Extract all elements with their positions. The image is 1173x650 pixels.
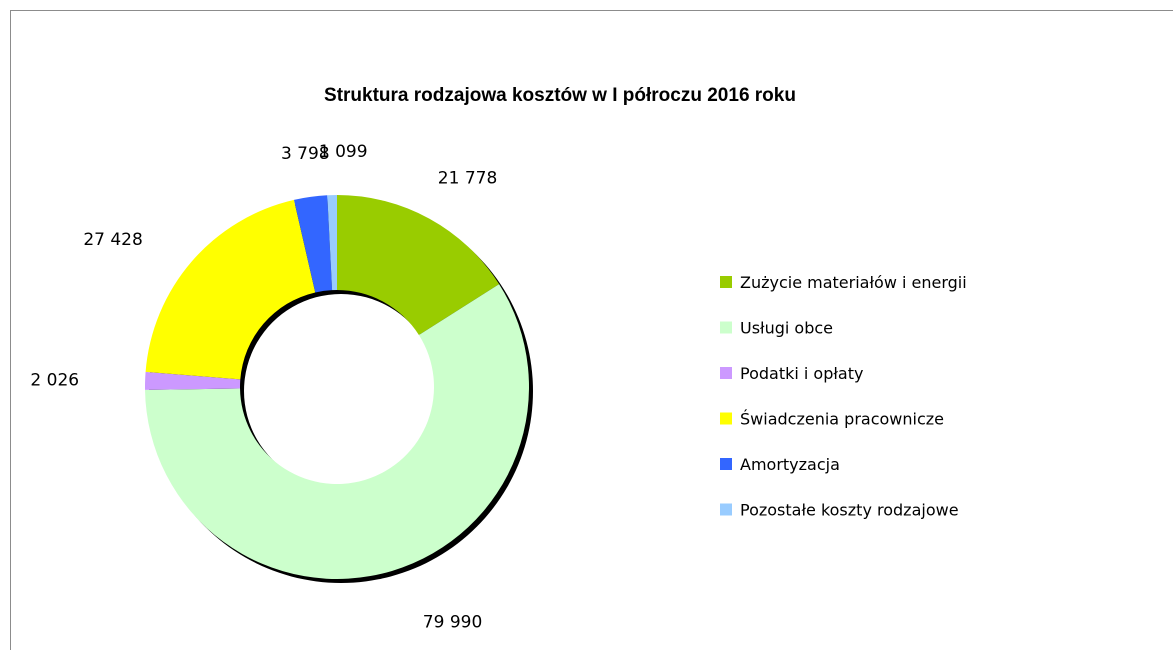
legend-swatch-4 [720, 412, 732, 425]
legend-swatch-1 [720, 276, 732, 288]
slice-1 [337, 195, 500, 336]
data-label-4: 27 428 [83, 230, 142, 250]
chart-title: Struktura rodzajowa kosztów w I półroczu… [324, 85, 796, 106]
legend-label-1: Zużycie materiałów i energii [740, 273, 967, 292]
slice-5 [293, 195, 333, 293]
doughnut-slices [144, 195, 529, 579]
slice-6 [327, 195, 337, 291]
legend: Zużycie materiałów i energii Usługi obce P… [720, 273, 967, 520]
legend-label-3: Podatki i opłaty [740, 364, 863, 383]
slice-4 [145, 199, 316, 380]
legend-swatch-3 [720, 367, 732, 379]
slice-3 [144, 371, 241, 390]
legend-label-2: Usługi obce [740, 319, 833, 338]
legend-swatch-6 [720, 503, 732, 516]
data-label-3: 2 026 [30, 371, 79, 391]
legend-swatch-2 [720, 321, 732, 334]
legend-label-4: Świadczenia pracownicze [740, 410, 944, 429]
data-label-2: 79 990 [423, 612, 482, 632]
data-label-1: 21 778 [438, 168, 497, 188]
data-label-6: 1 099 [319, 142, 368, 162]
legend-label-5: Amortyzacja [740, 455, 840, 474]
legend-label-6: Pozostałe koszty rodzajowe [740, 501, 959, 520]
slice-2 [145, 284, 529, 579]
data-label-5: 3 798 [281, 144, 330, 164]
legend-swatch-5 [720, 458, 732, 470]
